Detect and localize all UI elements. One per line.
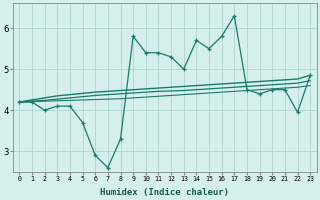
- X-axis label: Humidex (Indice chaleur): Humidex (Indice chaleur): [100, 188, 229, 197]
